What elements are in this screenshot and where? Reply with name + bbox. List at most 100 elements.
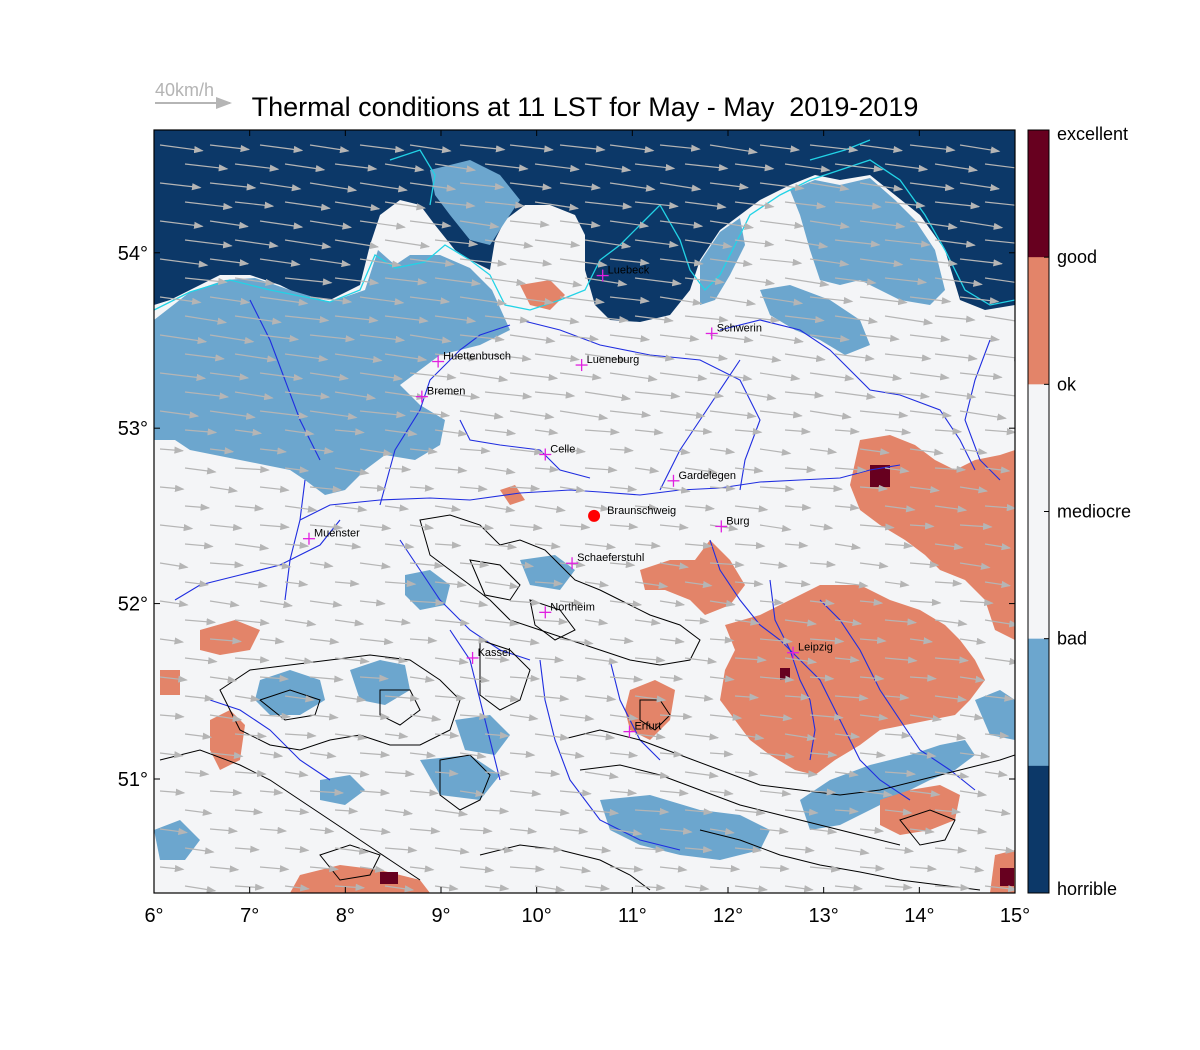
wind-arrow xyxy=(184,201,233,211)
wind-arrow xyxy=(909,182,955,192)
wind-arrow xyxy=(634,428,664,436)
wind-arrow xyxy=(159,296,202,305)
wind-arrow xyxy=(359,334,406,343)
city-markers: Luebeck Schwerin Huettenbusch Lueneburg Brem… xyxy=(302,265,833,738)
wind-arrow xyxy=(334,770,370,778)
wind-arrow xyxy=(359,372,404,382)
wind-arrow xyxy=(359,827,391,835)
wind-arrow xyxy=(409,258,455,267)
wind-arrow xyxy=(859,334,900,342)
wind-arrow xyxy=(334,733,368,741)
wind-arrow xyxy=(309,220,353,230)
wind-arrow xyxy=(259,144,304,153)
wind-arrow xyxy=(609,789,638,797)
wind-arrow xyxy=(584,504,611,512)
wind-arrow xyxy=(484,391,533,400)
wind-arrow xyxy=(659,674,684,682)
wind-arrow xyxy=(409,598,445,607)
axis-tick-labels: 6° 7° 8° 9° 10° 11° 12° 13° 14° 15° 51° 52° 53° 54° xyxy=(118,243,1030,927)
wind-arrow xyxy=(209,714,243,723)
wind-arrow xyxy=(584,884,611,892)
wind-arrow xyxy=(734,885,769,893)
wind-arrow xyxy=(359,296,405,306)
wind-arrow xyxy=(934,239,976,248)
wind-arrow xyxy=(834,201,882,210)
wind-arrow xyxy=(359,788,391,797)
wind-arrow xyxy=(234,504,265,512)
wind-arrow xyxy=(609,410,652,419)
wind-arrow xyxy=(159,446,184,454)
wind-arrow xyxy=(784,580,811,588)
wind-arrow xyxy=(509,789,542,797)
wind-arrow xyxy=(759,220,805,229)
wind-arrow xyxy=(784,391,825,399)
wind-arrow xyxy=(759,789,792,797)
city-label: Celle xyxy=(550,443,575,455)
wind-arrow xyxy=(259,826,288,834)
wind-arrow xyxy=(509,484,541,492)
wind-arrow xyxy=(759,637,793,645)
city-label: Huettenbusch xyxy=(443,351,511,363)
wind-arrow xyxy=(709,410,757,420)
wind-arrow xyxy=(934,733,967,741)
wind-arrow xyxy=(209,447,235,455)
wind-arrow xyxy=(409,675,435,683)
wind-arrow xyxy=(909,714,943,723)
wind-arrow xyxy=(559,638,594,646)
wind-arrow xyxy=(309,144,350,154)
wind-arrow xyxy=(809,372,855,382)
wind-arrow xyxy=(684,617,710,625)
wind-arrow xyxy=(534,617,569,626)
wind-arrow xyxy=(484,731,510,739)
wind-arrow xyxy=(534,769,561,777)
wind-arrow xyxy=(784,770,818,778)
wind-arrow xyxy=(384,579,417,588)
wind-arrow xyxy=(984,315,1015,322)
wind-arrow xyxy=(834,239,881,248)
wind-arrow xyxy=(684,201,727,210)
wind-arrow xyxy=(859,864,886,872)
wind-arrow xyxy=(184,353,225,362)
wind-arrow xyxy=(809,258,850,267)
wind-arrow xyxy=(459,334,505,343)
wind-arrow xyxy=(159,751,184,759)
wind-arrow xyxy=(309,675,344,683)
wind-arrow xyxy=(509,523,543,531)
wind-arrow xyxy=(384,429,418,437)
wind-arrow xyxy=(909,144,956,153)
colorbar-label: excellent xyxy=(1057,124,1128,144)
wind-arrow xyxy=(534,505,566,513)
wind-arrow xyxy=(334,505,368,513)
colorbar-label: good xyxy=(1057,247,1097,267)
wind-arrow xyxy=(209,258,250,267)
wind-arrow xyxy=(434,277,482,287)
wind-arrow xyxy=(684,771,719,779)
wind-arrow xyxy=(434,769,459,777)
wind-arrow xyxy=(484,429,517,437)
wind-arrow xyxy=(934,465,967,473)
wind-arrow xyxy=(284,429,315,437)
wind-arrow xyxy=(859,790,893,798)
wind-arrow xyxy=(884,353,932,362)
wind-arrow xyxy=(334,467,370,476)
wind-arrow xyxy=(909,448,944,456)
wind-arrow xyxy=(859,144,904,154)
wind-arrow xyxy=(959,334,1001,343)
wind-arrow xyxy=(359,750,391,759)
wind-arrow xyxy=(459,182,505,191)
wind-arrow xyxy=(484,807,510,815)
wind-arrow xyxy=(209,561,245,569)
wind-arrow xyxy=(859,220,906,230)
wind-arrow xyxy=(909,410,953,419)
wind-arrow xyxy=(459,220,500,230)
wind-arrow xyxy=(634,845,666,854)
wind-arrow xyxy=(159,220,204,229)
wind-arrow xyxy=(209,637,243,645)
wind-arrow xyxy=(409,334,452,344)
wind-arrow xyxy=(559,751,585,759)
wind-arrow xyxy=(934,695,968,703)
wind-arrow xyxy=(884,201,926,209)
wind-arrow xyxy=(184,239,233,249)
wind-arrow xyxy=(459,485,488,493)
wind-arrow xyxy=(884,277,928,286)
